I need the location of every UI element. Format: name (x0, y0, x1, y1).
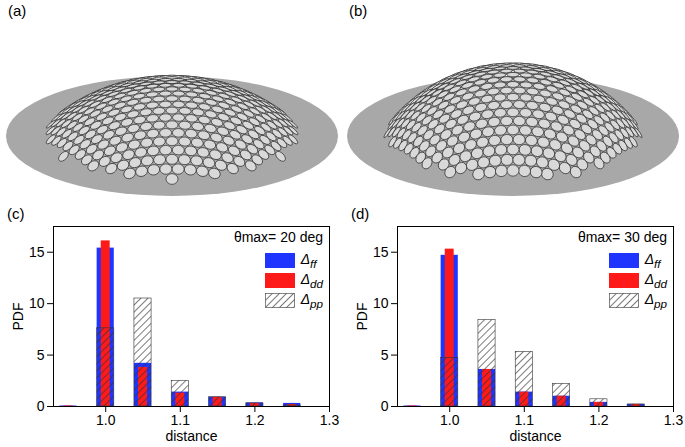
svg-text:(b): (b) (349, 2, 367, 19)
html-text:θmax= 30 deg: θmax= 30 deg (577, 229, 667, 245)
svg-text:5: 5 (381, 347, 389, 363)
html-text:θmax= 20 deg: θmax= 20 deg (233, 229, 323, 245)
svg-text:0: 0 (37, 398, 45, 414)
svg-text:0: 0 (381, 398, 389, 414)
svg-text:distance: distance (165, 428, 217, 444)
html-text:Δdd: Δdd (300, 270, 323, 290)
html-text:(d): (d) (351, 205, 370, 222)
svg-text:PDF: PDF (10, 303, 26, 331)
html-text:(c): (c) (7, 205, 25, 222)
html-text:Δff: Δff (644, 250, 661, 270)
html-text:Δff: Δff (300, 250, 317, 270)
svg-text:(a): (a) (8, 2, 26, 19)
svg-text:1.1: 1.1 (171, 412, 191, 428)
svg-text:1.0: 1.0 (440, 412, 460, 428)
svg-text:1.3: 1.3 (320, 412, 340, 428)
svg-text:1.3: 1.3 (664, 412, 684, 428)
svg-text:1.2: 1.2 (589, 412, 609, 428)
svg-text:distance: distance (509, 428, 561, 444)
svg-text:10: 10 (29, 295, 45, 311)
svg-text:5: 5 (37, 347, 45, 363)
svg-text:1.0: 1.0 (96, 412, 116, 428)
svg-text:10: 10 (373, 295, 389, 311)
svg-text:PDF: PDF (354, 303, 370, 331)
svg-text:15: 15 (29, 244, 45, 260)
svg-text:1.1: 1.1 (515, 412, 535, 428)
html-text:Δdd: Δdd (644, 270, 667, 290)
html-text:Δpp: Δpp (644, 290, 667, 310)
svg-text:1.2: 1.2 (245, 412, 265, 428)
svg-text:15: 15 (373, 244, 389, 260)
html-text:Δpp: Δpp (300, 290, 323, 310)
